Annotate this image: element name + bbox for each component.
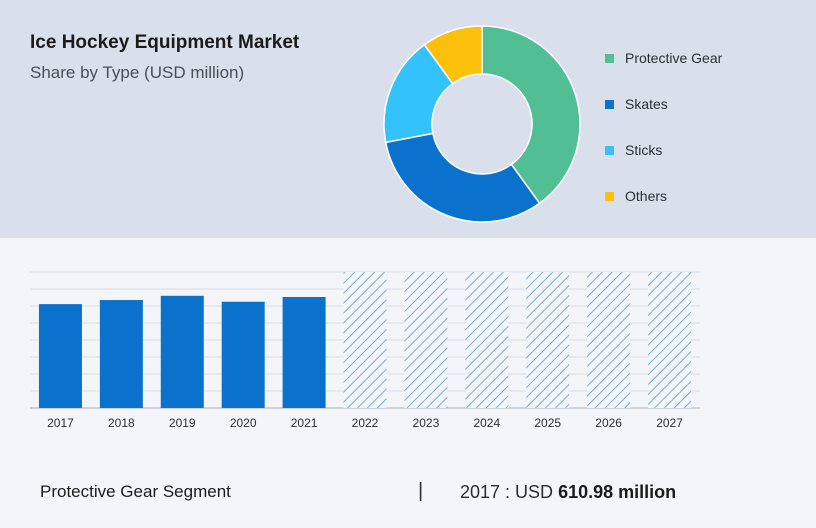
donut-slice-protective-gear	[481, 25, 581, 205]
donut-chart	[383, 25, 581, 223]
x-tick-label-2023: 2023	[413, 416, 440, 430]
forecast-bar-2023	[404, 272, 448, 408]
forecast-bar-2024	[465, 272, 509, 408]
donut-slice-others	[423, 25, 483, 85]
segment-value: 2017 : USD 610.98 million	[460, 482, 676, 503]
segment-value-amount: 610.98 million	[558, 482, 677, 502]
forecast-bar-2022	[343, 272, 387, 408]
legend-label-skates: Skates	[625, 96, 668, 112]
bar-2017	[38, 304, 82, 408]
x-tick-label-2024: 2024	[473, 416, 500, 430]
legend-item-skates: Skates	[605, 94, 805, 140]
donut-legend: Protective Gear Skates Sticks Others	[605, 48, 805, 232]
footer-divider: |	[418, 480, 424, 502]
chart-title: Ice Hockey Equipment Market	[30, 32, 300, 53]
x-tick-label-2019: 2019	[169, 416, 196, 430]
legend-swatch-protective-gear	[605, 54, 614, 63]
bar-2019	[160, 295, 204, 408]
legend-item-protective-gear: Protective Gear	[605, 48, 805, 94]
legend-label-sticks: Sticks	[625, 142, 663, 158]
x-tick-label-2022: 2022	[352, 416, 379, 430]
x-tick-label-2025: 2025	[534, 416, 561, 430]
legend-swatch-others	[605, 192, 614, 201]
segment-label: Protective Gear Segment	[40, 482, 231, 501]
bar-2021	[282, 296, 326, 408]
legend-swatch-skates	[605, 100, 614, 109]
x-tick-label-2020: 2020	[230, 416, 257, 430]
x-tick-label-2017: 2017	[47, 416, 74, 430]
forecast-bar-2027	[648, 272, 692, 408]
chart-subtitle: Share by Type (USD million)	[30, 63, 245, 82]
legend-item-sticks: Sticks	[605, 140, 805, 186]
x-tick-label-2027: 2027	[656, 416, 683, 430]
x-tick-label-2026: 2026	[595, 416, 622, 430]
segment-value-prefix: 2017 : USD	[460, 482, 559, 502]
x-tick-label-2021: 2021	[291, 416, 318, 430]
bar-2018	[99, 300, 143, 408]
x-tick-label-2018: 2018	[108, 416, 135, 430]
donut-slice-skates	[384, 132, 541, 223]
forecast-bar-2025	[526, 272, 570, 408]
legend-label-protective-gear: Protective Gear	[625, 50, 723, 66]
legend-item-others: Others	[605, 186, 805, 232]
legend-label-others: Others	[625, 188, 668, 204]
bar-2020	[221, 301, 265, 408]
legend-swatch-sticks	[605, 146, 614, 155]
forecast-bar-2026	[587, 272, 631, 408]
bar-chart: 2017 2018 2019 2020 2021 2022 2023 2024 2025 2026…	[30, 271, 700, 430]
